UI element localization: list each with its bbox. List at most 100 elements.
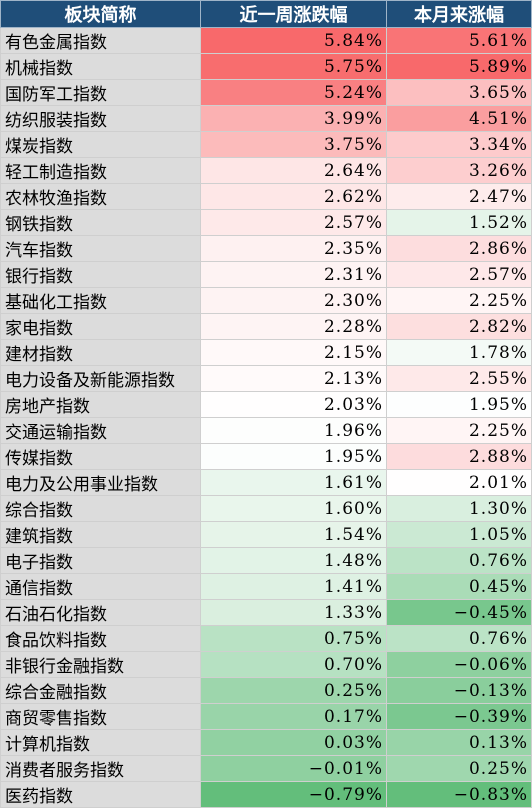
sector-name-cell: 商贸零售指数 [0, 703, 201, 730]
table-row: 食品饮料指数 0.75% 0.76% [0, 625, 532, 652]
month-change-cell: −0.45% [386, 599, 532, 626]
week-change-cell: −0.79% [200, 781, 387, 808]
table-row: 非银行金融指数 0.70% −0.06% [0, 651, 532, 678]
table-row: 建筑指数 1.54% 1.05% [0, 521, 532, 548]
sector-name-cell: 通信指数 [0, 573, 201, 600]
month-change-cell: 1.30% [386, 495, 532, 522]
table-row: 有色金属指数 5.84% 5.61% [0, 27, 532, 54]
week-change-cell: 1.48% [200, 547, 387, 574]
week-change-cell: 0.75% [200, 625, 387, 652]
table-row: 轻工制造指数 2.64% 3.26% [0, 157, 532, 184]
sector-name-cell: 非银行金融指数 [0, 651, 201, 678]
week-change-cell: 0.25% [200, 677, 387, 704]
week-change-cell: 3.99% [200, 105, 387, 132]
sector-name-cell: 汽车指数 [0, 235, 201, 262]
sector-name-cell: 银行指数 [0, 261, 201, 288]
sector-name-cell: 综合指数 [0, 495, 201, 522]
month-change-cell: 5.61% [386, 27, 532, 54]
table-row: 医药指数 −0.79% −0.83% [0, 781, 532, 808]
month-change-cell: 0.25% [386, 755, 532, 782]
week-change-cell: 2.64% [200, 157, 387, 184]
table-row: 纺织服装指数 3.99% 4.51% [0, 105, 532, 132]
week-change-cell: 0.17% [200, 703, 387, 730]
week-change-cell: 1.54% [200, 521, 387, 548]
table-row: 汽车指数 2.35% 2.86% [0, 235, 532, 262]
table-row: 银行指数 2.31% 2.57% [0, 261, 532, 288]
month-change-cell: 2.25% [386, 417, 532, 444]
week-change-cell: 2.57% [200, 209, 387, 236]
table-row: 煤炭指数 3.75% 3.34% [0, 131, 532, 158]
table-row: 建材指数 2.15% 1.78% [0, 339, 532, 366]
month-change-cell: 1.05% [386, 521, 532, 548]
table-row: 电子指数 1.48% 0.76% [0, 547, 532, 574]
header-sector-name: 板块简称 [0, 0, 201, 28]
month-change-cell: 2.82% [386, 313, 532, 340]
month-change-cell: 0.76% [386, 625, 532, 652]
week-change-cell: 2.28% [200, 313, 387, 340]
sector-name-cell: 建筑指数 [0, 521, 201, 548]
sector-name-cell: 电力及公用事业指数 [0, 469, 201, 496]
table-row: 商贸零售指数 0.17% −0.39% [0, 703, 532, 730]
month-change-cell: 5.89% [386, 53, 532, 80]
week-change-cell: 1.96% [200, 417, 387, 444]
month-change-cell: −0.13% [386, 677, 532, 704]
month-change-cell: −0.83% [386, 781, 532, 808]
sector-name-cell: 农林牧渔指数 [0, 183, 201, 210]
sector-name-cell: 国防军工指数 [0, 79, 201, 106]
month-change-cell: 1.52% [386, 209, 532, 236]
week-change-cell: 1.60% [200, 495, 387, 522]
sector-name-cell: 传媒指数 [0, 443, 201, 470]
table-row: 电力设备及新能源指数 2.13% 2.55% [0, 365, 532, 392]
month-change-cell: −0.39% [386, 703, 532, 730]
table-row: 房地产指数 2.03% 1.95% [0, 391, 532, 418]
week-change-cell: 5.24% [200, 79, 387, 106]
month-change-cell: 3.34% [386, 131, 532, 158]
sector-name-cell: 食品饮料指数 [0, 625, 201, 652]
week-change-cell: −0.01% [200, 755, 387, 782]
sector-name-cell: 医药指数 [0, 781, 201, 808]
table-row: 综合金融指数 0.25% −0.13% [0, 677, 532, 704]
month-change-cell: 2.88% [386, 443, 532, 470]
table-row: 机械指数 5.75% 5.89% [0, 53, 532, 80]
week-change-cell: 2.15% [200, 339, 387, 366]
week-change-cell: 0.70% [200, 651, 387, 678]
header-week-change: 近一周涨跌幅 [200, 0, 387, 28]
table-row: 钢铁指数 2.57% 1.52% [0, 209, 532, 236]
sector-name-cell: 综合金融指数 [0, 677, 201, 704]
header-row: 板块简称 近一周涨跌幅 本月来涨幅 [0, 0, 532, 28]
table-row: 计算机指数 0.03% 0.13% [0, 729, 532, 756]
sector-name-cell: 电力设备及新能源指数 [0, 365, 201, 392]
month-change-cell: 2.55% [386, 365, 532, 392]
sector-name-cell: 基础化工指数 [0, 287, 201, 314]
sector-name-cell: 轻工制造指数 [0, 157, 201, 184]
sector-name-cell: 电子指数 [0, 547, 201, 574]
week-change-cell: 2.62% [200, 183, 387, 210]
week-change-cell: 2.31% [200, 261, 387, 288]
week-change-cell: 1.33% [200, 599, 387, 626]
month-change-cell: 3.26% [386, 157, 532, 184]
sector-name-cell: 机械指数 [0, 53, 201, 80]
table-row: 传媒指数 1.95% 2.88% [0, 443, 532, 470]
table-row: 石油石化指数 1.33% −0.45% [0, 599, 532, 626]
week-change-cell: 3.75% [200, 131, 387, 158]
table-body: 有色金属指数 5.84% 5.61% 机械指数 5.75% 5.89% 国防军工指数 5.24… [0, 27, 532, 808]
month-change-cell: 2.25% [386, 287, 532, 314]
table-row: 家电指数 2.28% 2.82% [0, 313, 532, 340]
table-row: 农林牧渔指数 2.62% 2.47% [0, 183, 532, 210]
week-change-cell: 1.61% [200, 469, 387, 496]
sector-name-cell: 有色金属指数 [0, 27, 201, 54]
sector-name-cell: 煤炭指数 [0, 131, 201, 158]
table-row: 消费者服务指数 −0.01% 0.25% [0, 755, 532, 782]
month-change-cell: 0.45% [386, 573, 532, 600]
table-row: 电力及公用事业指数 1.61% 2.01% [0, 469, 532, 496]
month-change-cell: 2.47% [386, 183, 532, 210]
table-row: 通信指数 1.41% 0.45% [0, 573, 532, 600]
week-change-cell: 1.41% [200, 573, 387, 600]
month-change-cell: 1.95% [386, 391, 532, 418]
table-row: 国防军工指数 5.24% 3.65% [0, 79, 532, 106]
header-month-change: 本月来涨幅 [386, 0, 532, 28]
month-change-cell: 4.51% [386, 105, 532, 132]
sector-name-cell: 消费者服务指数 [0, 755, 201, 782]
month-change-cell: 3.65% [386, 79, 532, 106]
